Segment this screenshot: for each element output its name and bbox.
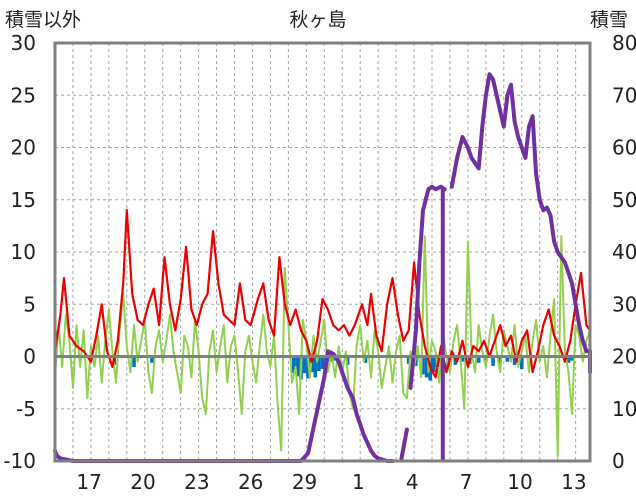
plot-border — [53, 41, 592, 463]
left-tick-label: 0 — [23, 345, 36, 369]
bar — [345, 356, 350, 365]
left-tick-label: 20 — [11, 136, 36, 160]
series-red — [53, 209, 591, 379]
x-tick-label: 1 — [352, 470, 365, 494]
series-line — [408, 184, 447, 390]
bar — [424, 356, 429, 378]
left-axis-title: 積雪以外 — [5, 9, 81, 31]
bar — [313, 356, 318, 378]
bar — [460, 356, 465, 362]
series-line — [399, 427, 409, 461]
right-tick-label: 20 — [612, 345, 636, 369]
left-tick-label: 15 — [11, 188, 36, 212]
bar — [406, 356, 411, 364]
right-tick-label: 40 — [612, 240, 636, 264]
bar — [150, 356, 154, 363]
x-tick-label: 7 — [460, 470, 473, 494]
bar — [295, 356, 300, 377]
bar — [512, 356, 517, 365]
x-tick-label: 17 — [76, 470, 101, 494]
right-axis-title: 積雪 — [590, 9, 628, 31]
left-tick-label: -5 — [16, 397, 36, 421]
right-tick-label: 0 — [612, 449, 625, 473]
left-tick-label: 5 — [23, 292, 36, 316]
bar — [505, 356, 510, 362]
x-tick-label: 20 — [130, 470, 155, 494]
x-tick-label: 13 — [561, 470, 586, 494]
bar — [302, 356, 307, 374]
bar — [491, 356, 495, 366]
x-tick-label: 4 — [406, 470, 419, 494]
bar — [132, 356, 136, 367]
gridlines — [54, 43, 590, 461]
bar — [476, 356, 481, 363]
bar — [432, 356, 436, 373]
left-tick-label: 30 — [11, 31, 36, 55]
right-tick-label: 30 — [612, 292, 636, 316]
bar — [320, 356, 325, 370]
left-tick-label: 25 — [11, 83, 36, 107]
bar — [566, 356, 571, 363]
x-tick-label: 26 — [238, 470, 263, 494]
x-tick-label: 23 — [184, 470, 209, 494]
chart-title: 秋ヶ島 — [289, 9, 346, 31]
plot-frame — [53, 41, 592, 463]
right-tick-label: 60 — [612, 136, 636, 160]
right-tick-label: 70 — [612, 83, 636, 107]
right-tick-label: 10 — [612, 397, 636, 421]
bar — [363, 356, 368, 363]
bar — [317, 356, 321, 372]
x-tick-label: 10 — [507, 470, 532, 494]
bar — [291, 356, 296, 374]
bar — [570, 356, 574, 361]
series-line — [53, 209, 591, 379]
x-tick-label: 29 — [292, 470, 317, 494]
left-tick-label: -10 — [3, 449, 36, 473]
bar — [519, 356, 524, 370]
bar — [421, 356, 425, 375]
right-tick-label: 80 — [612, 31, 636, 55]
series-line — [449, 72, 592, 375]
series-purple — [53, 72, 592, 463]
left-tick-label: 10 — [11, 240, 36, 264]
right-tick-label: 50 — [612, 188, 636, 212]
